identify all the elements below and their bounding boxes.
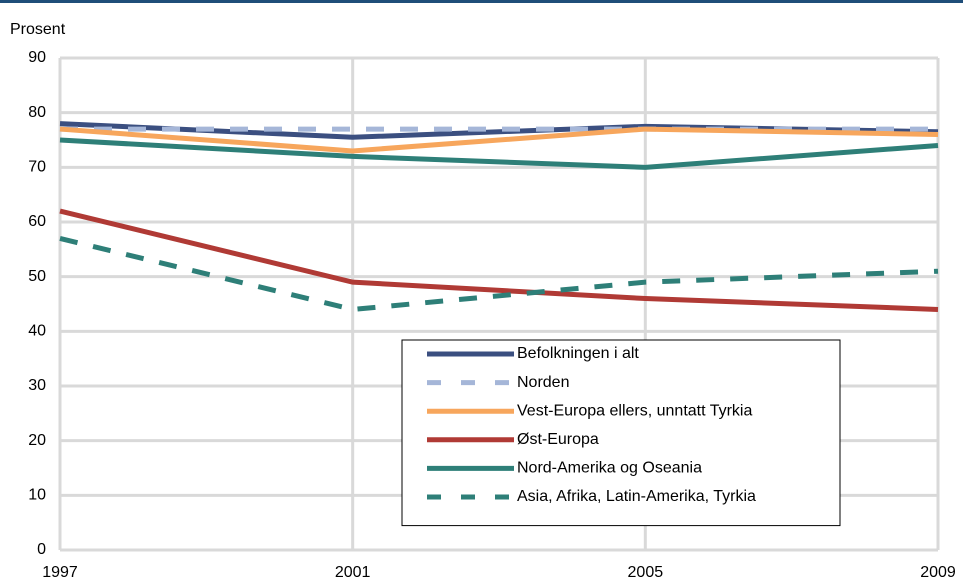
series-line bbox=[59, 137, 939, 170]
x-tick-label: 1997 bbox=[42, 564, 78, 581]
y-tick-label: 10 bbox=[28, 487, 46, 504]
legend-label: Øst-Europa bbox=[517, 431, 599, 448]
x-tick-label: 2005 bbox=[628, 564, 664, 581]
y-tick-label: 40 bbox=[28, 323, 46, 340]
series-line bbox=[59, 126, 939, 154]
y-tick-label: 20 bbox=[28, 432, 46, 449]
y-axis-label: Prosent bbox=[10, 21, 66, 38]
legend-label: Asia, Afrika, Latin-Amerika, Tyrkia bbox=[517, 488, 756, 505]
x-tick-label: 2001 bbox=[335, 564, 371, 581]
x-tick-label: 2009 bbox=[920, 564, 956, 581]
y-tick-label: 80 bbox=[28, 104, 46, 121]
y-tick-label: 0 bbox=[37, 541, 46, 558]
y-tick-label: 30 bbox=[28, 377, 46, 394]
legend-label: Befolkningen i alt bbox=[517, 345, 639, 362]
series-line bbox=[59, 235, 939, 312]
legend-label: Nord-Amerika og Oseania bbox=[517, 460, 702, 477]
y-tick-label: 60 bbox=[28, 213, 46, 230]
legend-label: Vest-Europa ellers, unntatt Tyrkia bbox=[517, 402, 752, 419]
series-line bbox=[59, 208, 939, 312]
y-tick-label: 70 bbox=[28, 159, 46, 176]
y-tick-label: 90 bbox=[28, 49, 46, 66]
y-tick-label: 50 bbox=[28, 268, 46, 285]
legend-label: Norden bbox=[517, 374, 569, 391]
